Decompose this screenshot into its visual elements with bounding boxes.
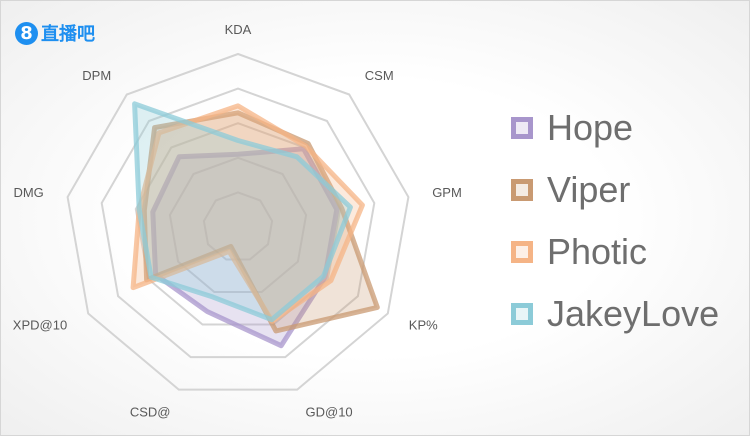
legend-label: Hope (547, 107, 634, 148)
legend-label: JakeyLove (547, 293, 720, 334)
axis-label: KP% (409, 318, 438, 333)
axis-label: XPD@10 (13, 318, 67, 333)
legend-label: Photic (547, 231, 648, 272)
logo-mark-icon: 8 (15, 21, 38, 45)
series-photic (130, 103, 365, 324)
axis-label: DPM (82, 68, 111, 83)
legend-swatch (511, 117, 533, 139)
legend-item-photic: Photic (511, 221, 719, 283)
axis-label: DMG (13, 185, 43, 200)
legend-swatch (511, 241, 533, 263)
legend: Hope Viper Photic JakeyLove (511, 97, 719, 345)
legend-label: Viper (547, 169, 631, 210)
axis-label: CSD@ (130, 404, 171, 419)
axis-labels: KDA CSM GPM KP% GD@10 CSD@ XPD@10 DMG DPM (13, 22, 462, 419)
radar-series-layer (130, 101, 380, 349)
axis-label: GPM (432, 185, 462, 200)
grid-ring-5 (66, 52, 410, 391)
axis-label: CSM (365, 68, 394, 83)
grid-ring-4 (100, 87, 376, 359)
legend-item-jakeylove: JakeyLove (511, 283, 719, 345)
legend-swatch (511, 303, 533, 325)
legend-item-viper: Viper (511, 159, 719, 221)
legend-swatch (511, 179, 533, 201)
series-jakeylove (132, 101, 353, 323)
logo: 8 直播吧 (15, 21, 95, 45)
grid-ring-2 (168, 156, 308, 293)
legend-item-hope: Hope (511, 97, 719, 159)
axis-label: KDA (225, 22, 252, 37)
axis-label: GD@10 (306, 404, 353, 419)
logo-text: 直播吧 (41, 24, 95, 45)
